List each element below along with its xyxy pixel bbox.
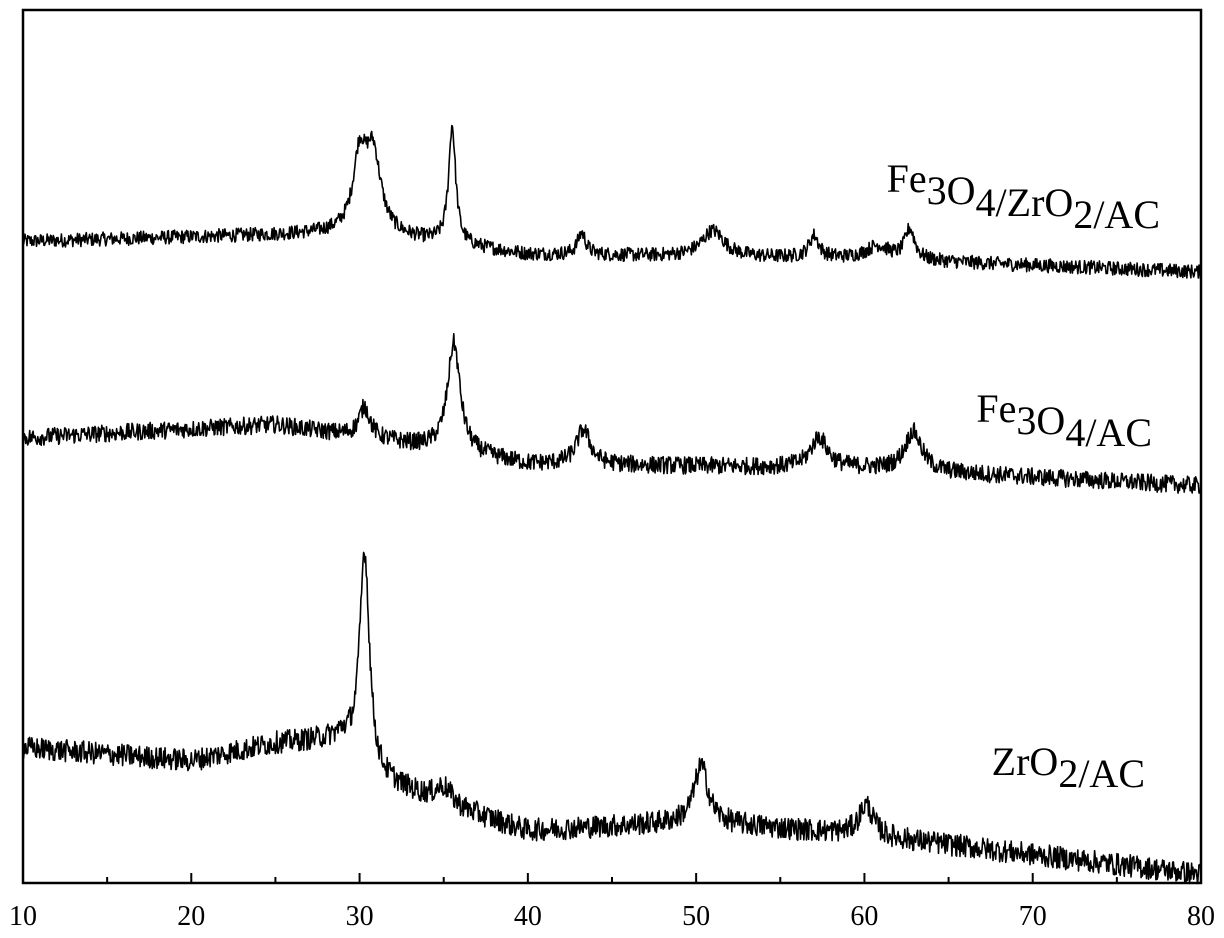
series-label-0: Fe3O4/ZrO2/AC: [887, 156, 1160, 237]
x-tick-label: 60: [850, 901, 878, 932]
x-tick-label: 40: [514, 901, 542, 932]
series-line-1: [22, 333, 1202, 495]
x-tick-label: 50: [682, 901, 710, 932]
x-tick-label: 20: [177, 901, 205, 932]
series-labels: Fe3O4/ZrO2/AC Fe3O4/AC ZrO2/AC: [887, 156, 1160, 796]
series-label-2: ZrO2/AC: [992, 739, 1145, 796]
x-tick-label: 10: [9, 901, 37, 932]
x-tick-label: 80: [1187, 901, 1215, 932]
series-line-2: [22, 551, 1202, 885]
x-axis-tick-labels: 10 20 30 40 50 60 70 80: [9, 901, 1215, 932]
series-lines: [22, 124, 1202, 885]
x-axis-ticks: [22, 873, 1202, 883]
series-label-1: Fe3O4/AC: [976, 386, 1152, 455]
x-tick-label: 30: [346, 901, 374, 932]
x-tick-label: 70: [1019, 901, 1047, 932]
series-line-0: [22, 124, 1202, 280]
